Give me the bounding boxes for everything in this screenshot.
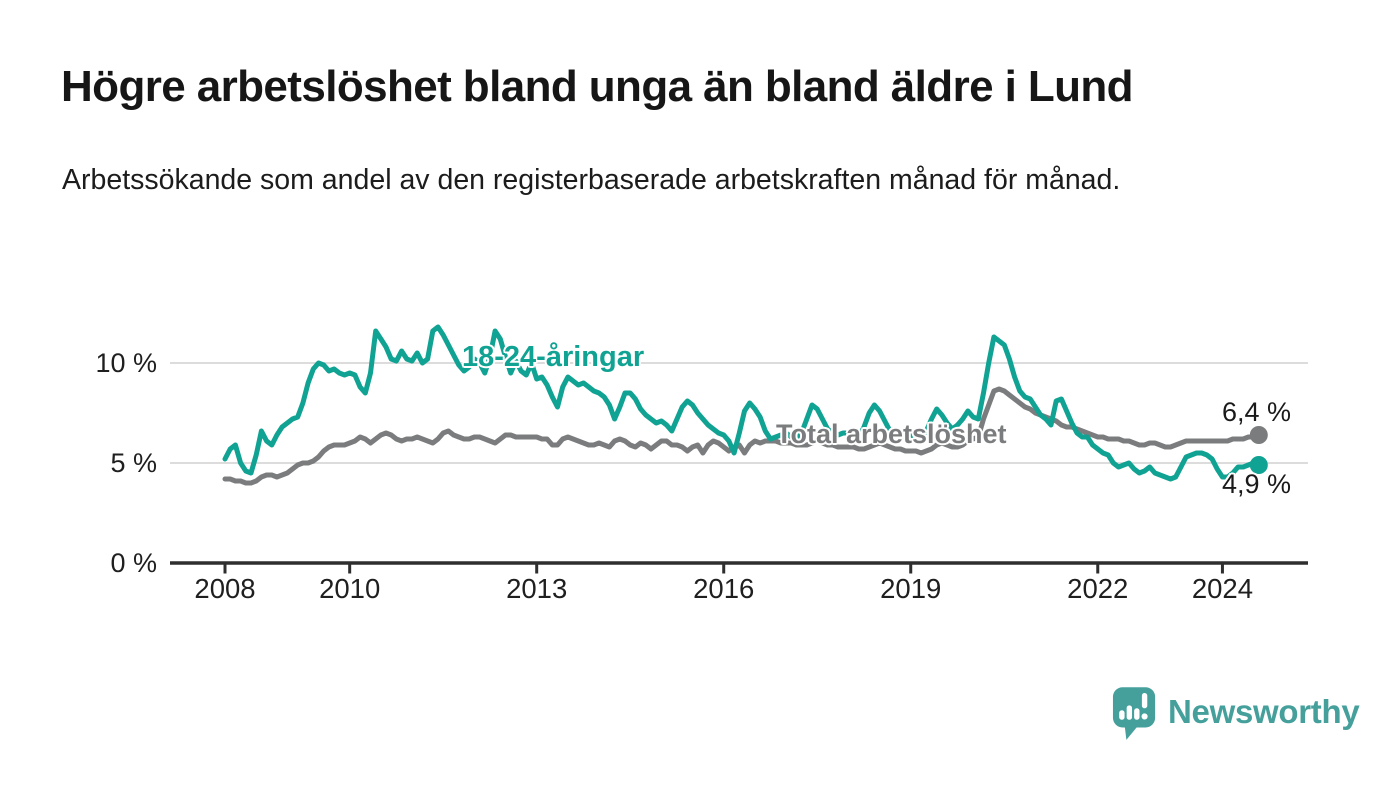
newsworthy-logo: Newsworthy	[1112, 686, 1360, 744]
end-dot-youth	[1249, 456, 1268, 474]
series-line-youth	[222, 324, 1262, 482]
page-subtitle: Arbetssökande som andel av den registerb…	[62, 164, 1121, 196]
page-title: Högre arbetslöshet bland unga än bland ä…	[61, 62, 1134, 111]
newsworthy-wordmark: Newsworthy	[1168, 693, 1360, 730]
end-dot-total	[1249, 426, 1268, 444]
series-line-total	[222, 386, 1262, 486]
bar-chart-speech-bubble-icon	[1112, 687, 1156, 740]
